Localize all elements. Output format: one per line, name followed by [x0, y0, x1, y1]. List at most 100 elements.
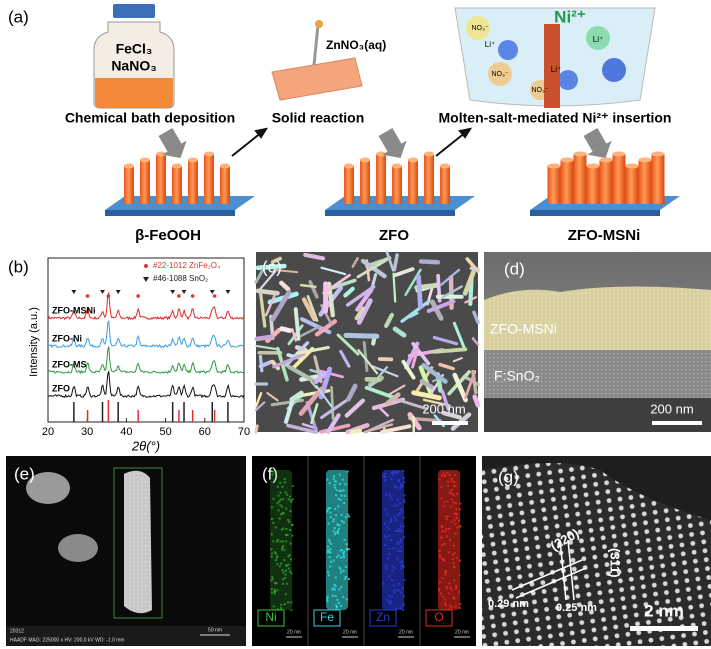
element-label: Zn: [376, 610, 390, 624]
info-text: HAADF MAG: 225000 x HV: 200.0 kV WD: -1.…: [10, 637, 125, 643]
eds-signal: [459, 603, 462, 606]
nanorod-image: [298, 386, 324, 416]
nanorod-image: [279, 280, 291, 292]
sample-label: ZFO-Ni: [52, 333, 82, 343]
pipette: [312, 24, 320, 66]
nanorod-image: [255, 263, 287, 271]
nanorod: [599, 160, 613, 204]
nanorod-image: [472, 394, 481, 408]
bottle-text: NaNO₃: [111, 58, 156, 74]
eds-signal: [278, 517, 281, 520]
eds-signal: [402, 608, 405, 611]
species: Li⁺: [485, 40, 495, 49]
nanorod-image: [418, 259, 441, 265]
eds-signal: [277, 509, 280, 512]
nanorod: [586, 166, 600, 204]
xrd-curve: [47, 291, 245, 321]
eds-rod: [270, 470, 292, 610]
nanorod-image: [385, 392, 401, 406]
panel-label: (b): [8, 257, 29, 276]
eds-signal: [285, 534, 288, 537]
nanorod-image: [270, 289, 292, 322]
bottle-cap: [113, 4, 155, 18]
eds-signal: [290, 499, 293, 502]
element-tag: [313, 609, 341, 627]
eds-signal: [288, 521, 291, 524]
nanorod-image: [272, 352, 306, 369]
nanorod-image: [395, 398, 428, 411]
nanorod-image: [419, 379, 436, 391]
rod: [544, 24, 560, 108]
nanorod-image: [296, 345, 330, 355]
nanorod: [360, 160, 370, 204]
element-tag: [425, 609, 453, 627]
peak-marker: [177, 294, 181, 298]
peak-marker: [99, 290, 105, 294]
eds-signal: [458, 607, 461, 610]
nanorod-image: [257, 270, 277, 293]
y-axis-label: Intensity (a.u.): [28, 307, 40, 377]
nanorod: [408, 160, 418, 204]
nanorod: [188, 160, 198, 204]
eds-signal: [280, 607, 283, 610]
nanorod-image: [286, 423, 318, 434]
panel-label: (d): [504, 259, 525, 278]
nanorod-top: [560, 157, 574, 163]
nanorod-image: [429, 299, 444, 321]
nanorod-image: [452, 372, 468, 403]
nanorod-image: [362, 341, 369, 372]
nanorod-image: [254, 264, 267, 284]
xrd-curve: [47, 369, 245, 399]
info-bar: [6, 626, 246, 646]
eds-signal: [282, 527, 285, 530]
nanorod-image: [315, 385, 333, 408]
scale-label: 50 nm: [208, 627, 222, 633]
scale-label: 20 nm: [399, 629, 413, 635]
peak-marker: [71, 290, 77, 294]
peak-marker: [85, 294, 90, 298]
eds-signal: [286, 534, 289, 537]
reagent-label: ZnNO₃(aq): [326, 38, 386, 52]
eds-signal: [278, 565, 281, 568]
peak-marker: [209, 290, 215, 294]
nanorod-image: [392, 272, 397, 303]
eds-signal: [287, 601, 290, 604]
eds-signal: [459, 502, 462, 505]
eds-signal: [286, 493, 289, 496]
scale-label: 200 nm: [650, 401, 693, 416]
eds-signal: [274, 526, 277, 529]
nanorod: [547, 166, 561, 204]
eds-signal: [272, 497, 275, 500]
nanorod: [344, 166, 354, 204]
scale-label: 200 nm: [422, 401, 465, 416]
nanorod-image: [421, 362, 448, 384]
nanorod: [573, 154, 587, 204]
nanorod-image: [254, 392, 263, 408]
nanorod-top: [124, 163, 134, 169]
element-label: Ni: [265, 610, 276, 624]
x-tick-label: 70: [238, 426, 250, 438]
spacing-label: 0.25 nm: [556, 602, 597, 614]
nanorod-image: [319, 369, 344, 379]
eds-signal: [276, 485, 279, 488]
scale-bar: [630, 626, 698, 631]
eds-signal: [282, 512, 285, 515]
pipette-bulb: [315, 20, 323, 28]
nanorod-image: [432, 335, 459, 346]
ion: [466, 16, 490, 40]
nanorod-image: [318, 366, 333, 400]
nanorod: [424, 154, 434, 204]
nanorod: [204, 154, 214, 204]
reagent-slab: [271, 57, 363, 101]
eds-signal: [403, 501, 406, 504]
layer-texture: [484, 286, 711, 352]
nanorod-image: [293, 307, 301, 341]
eds-signal: [270, 533, 273, 536]
panel-b: (b) Intensity (a.u.) 2θ(°) 20 30 40 50 60 70 #…: [8, 257, 250, 453]
nanorod-image: [319, 423, 351, 434]
eds-signal: [280, 548, 283, 551]
eds-signal: [276, 538, 279, 541]
nanorod-image: [356, 298, 373, 325]
nanorod: [124, 166, 134, 204]
nanorod-image: [346, 383, 358, 402]
